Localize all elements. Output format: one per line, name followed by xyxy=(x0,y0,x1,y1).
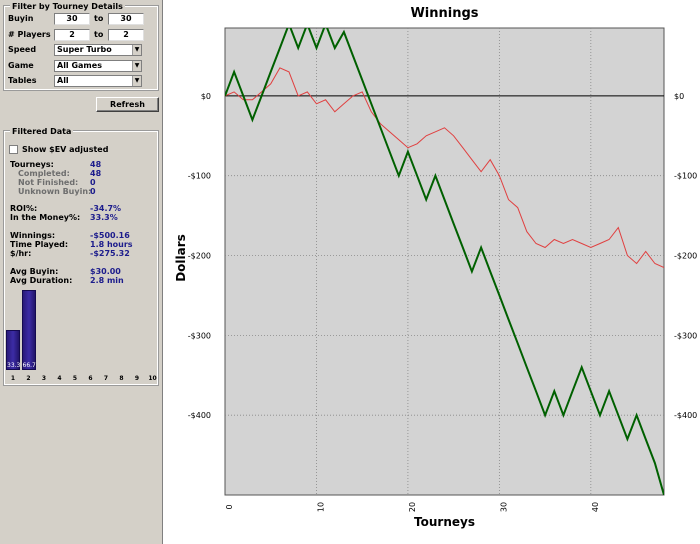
y-tick-label-left: -$400 xyxy=(188,411,211,420)
avg-duration-value: 2.8 min xyxy=(90,276,124,285)
avg-duration-label: Avg Duration: xyxy=(10,276,73,285)
x-tick-label: 30 xyxy=(499,502,508,512)
roi-value: -34.7% xyxy=(90,204,122,213)
unknown-buyin-value: 0 xyxy=(90,187,96,196)
time-played-label: Time Played: xyxy=(10,240,69,249)
finish-position-tick: 8 xyxy=(119,375,124,382)
y-axis-label: Dollars xyxy=(174,234,188,282)
buyin-label: Buyin xyxy=(8,14,34,23)
itm-value: 33.3% xyxy=(90,213,118,222)
chevron-down-icon[interactable]: ▼ xyxy=(132,45,141,55)
winnings-chart: $0 $0 -$100 -$100 -$200 -$200 -$300 -$300 -$400 -… xyxy=(174,6,697,529)
series-line-ev xyxy=(225,67,664,268)
x-axis-label: Tourneys xyxy=(414,515,475,529)
itm-label: In the Money%: xyxy=(10,213,81,222)
finish-position-tick: 1 xyxy=(10,375,16,382)
players-to-label: to xyxy=(94,30,104,39)
finish-bar-2: 66.7 xyxy=(21,290,36,370)
y-tick-label-left: -$100 xyxy=(188,172,211,181)
avg-buyin-value: $30.00 xyxy=(90,267,121,276)
roi-label: ROI%: xyxy=(10,204,38,213)
finish-position-tick: 2 xyxy=(26,375,31,382)
hourly-value: -$275.32 xyxy=(90,249,130,258)
plot-area xyxy=(224,27,665,496)
refresh-button[interactable]: Refresh xyxy=(96,97,159,112)
ev-adjusted-label: Show $EV adjusted xyxy=(22,145,109,154)
chart-title: Winnings xyxy=(410,6,478,21)
players-from-input[interactable]: 2 xyxy=(54,29,90,41)
tables-select-value: All xyxy=(57,76,69,85)
filtered-data-title: Filtered Data xyxy=(10,126,74,137)
winnings-value: -$500.16 xyxy=(90,231,130,240)
buyin-to-label: to xyxy=(94,14,104,23)
finish-bar-label: 33.3 xyxy=(7,361,21,369)
winnings-label: Winnings: xyxy=(10,231,56,240)
finish-position-tick: 10 xyxy=(148,375,157,382)
unknown-buyin-label: Unknown Buyin: xyxy=(18,187,92,196)
chevron-down-icon[interactable]: ▼ xyxy=(132,76,141,86)
time-played-value: 1.8 hours xyxy=(90,240,133,249)
y-tick-label-left: -$200 xyxy=(188,252,211,261)
y-tick-label-right: -$200 xyxy=(674,252,697,261)
x-tick-label: 20 xyxy=(408,502,417,512)
not-finished-label: Not Finished: xyxy=(18,178,79,187)
players-to-input[interactable]: 2 xyxy=(108,29,144,41)
completed-label: Completed: xyxy=(18,169,70,178)
y-tick-label-right: -$100 xyxy=(674,172,697,181)
not-finished-value: 0 xyxy=(90,178,96,187)
chevron-down-icon[interactable]: ▼ xyxy=(132,61,141,71)
filter-group-title: Filter by Tourney Details xyxy=(10,1,125,12)
y-tick-label-left: $0 xyxy=(201,92,211,101)
finish-position-tick: 6 xyxy=(88,375,93,382)
y-tick-label-left: -$300 xyxy=(188,331,211,340)
x-tick-label: 10 xyxy=(316,502,325,512)
speed-label: Speed xyxy=(8,45,37,54)
x-tick-label: 40 xyxy=(591,502,600,512)
finish-position-tick: 9 xyxy=(134,375,140,382)
finish-position-tick: 7 xyxy=(103,375,109,382)
completed-value: 48 xyxy=(90,169,102,178)
y-tick-label-right: -$300 xyxy=(674,331,697,340)
game-select[interactable]: All Games ▼ xyxy=(54,60,142,72)
players-label: # Players xyxy=(8,30,51,39)
filter-panel: Filter by Tourney Details Buyin 30 to 30… xyxy=(0,0,163,544)
hourly-label: $/hr: xyxy=(10,249,32,258)
filtered-data-group: Filtered Data xyxy=(3,126,159,386)
ev-adjusted-checkbox[interactable] xyxy=(9,145,18,154)
finish-position-tick: 5 xyxy=(72,375,78,382)
tourneys-value: 48 xyxy=(90,160,102,169)
buyin-from-input[interactable]: 30 xyxy=(54,13,90,25)
speed-select-value: Super Turbo xyxy=(57,45,112,54)
x-tick-label: 0 xyxy=(225,504,234,509)
game-label: Game xyxy=(8,61,34,70)
tables-select[interactable]: All ▼ xyxy=(54,75,142,87)
y-tick-label-right: -$400 xyxy=(674,411,697,420)
finish-bar-label: 66.7 xyxy=(22,362,36,369)
game-select-value: All Games xyxy=(57,61,102,70)
finish-bar-1: 33.3 xyxy=(6,330,20,370)
series-line-winnings xyxy=(225,28,664,495)
avg-buyin-label: Avg Buyin: xyxy=(10,267,59,276)
buyin-to-input[interactable]: 30 xyxy=(108,13,144,25)
finish-position-tick: 4 xyxy=(57,375,62,382)
tables-label: Tables xyxy=(8,76,37,85)
tourneys-label: Tourneys: xyxy=(10,160,54,169)
speed-select[interactable]: Super Turbo ▼ xyxy=(54,44,142,56)
filter-group: Filter by Tourney Details xyxy=(3,1,159,91)
finish-position-tick: 3 xyxy=(41,375,47,382)
y-tick-label-right: $0 xyxy=(674,92,684,101)
